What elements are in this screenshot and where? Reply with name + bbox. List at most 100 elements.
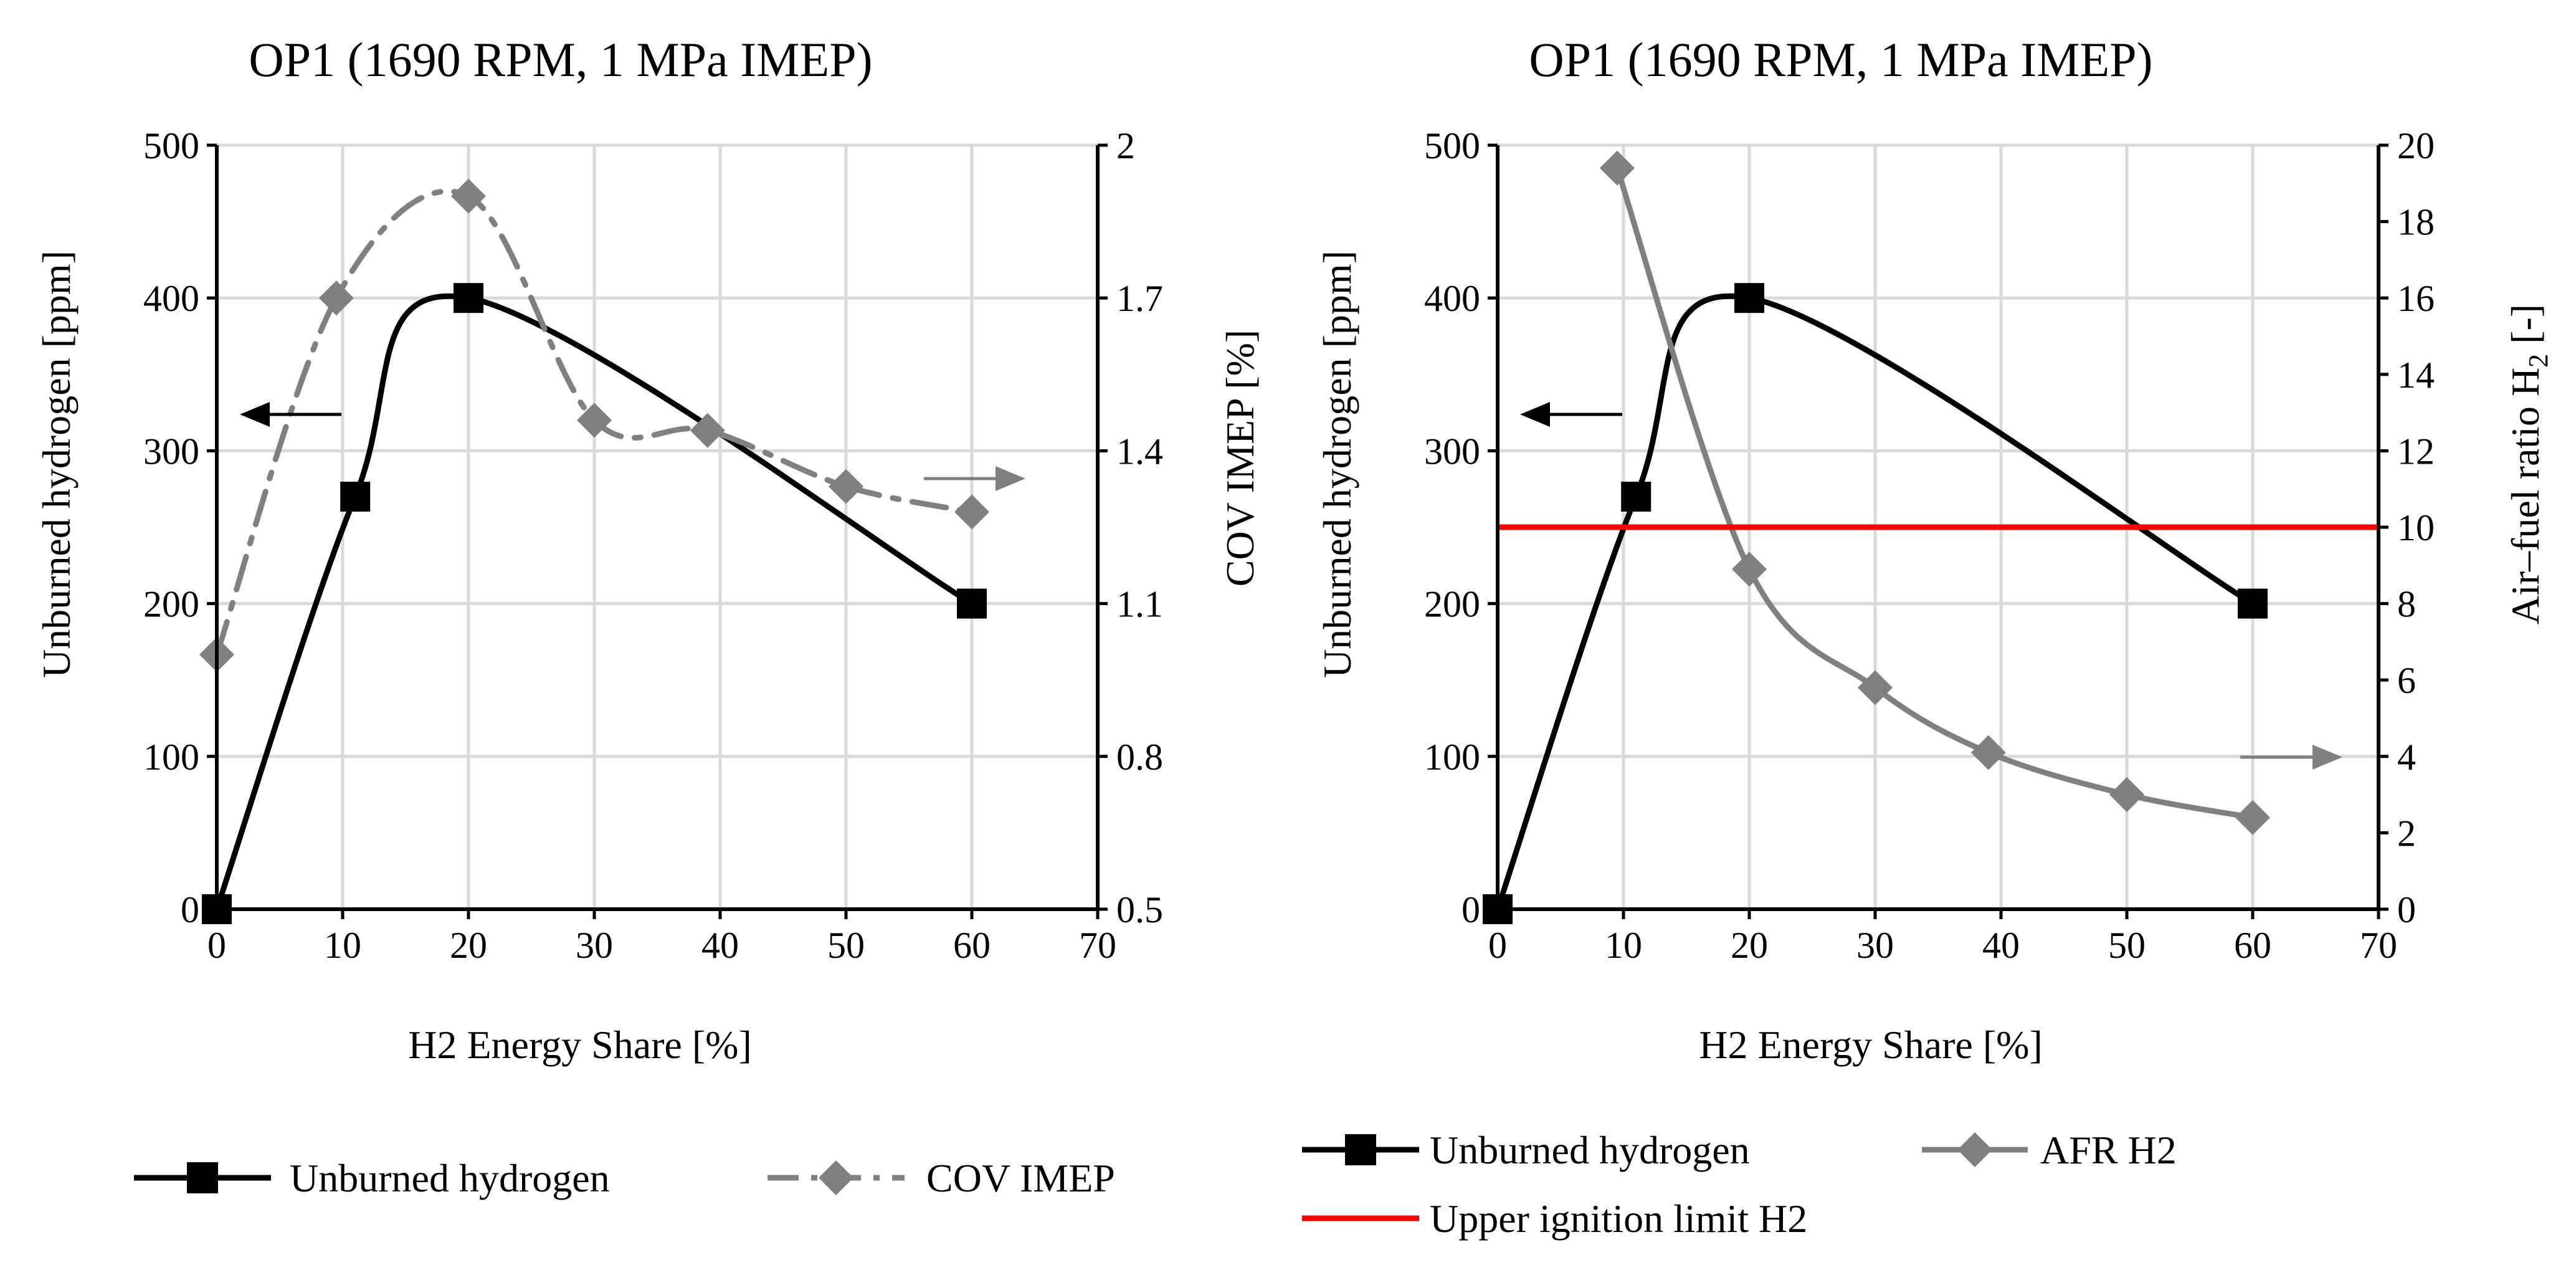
series-line-unburned-hydrogen — [214, 293, 975, 912]
chart-right-series — [1483, 150, 2379, 924]
data-point-afr-h2 — [1970, 735, 2006, 770]
chart-right-y2label: Air–fuel ratio H2 [-] — [2503, 304, 2554, 624]
y2-tick-label: 10 — [2397, 507, 2435, 548]
y2-tick-label: 20 — [2397, 125, 2435, 166]
legend-afr-marker — [1957, 1132, 1992, 1167]
y-tick-label: 300 — [143, 431, 199, 472]
legend-unburned-label: Unburned hydrogen — [1430, 1128, 1750, 1172]
x-tick-label: 40 — [1982, 925, 2020, 966]
x-tick-label: 60 — [953, 925, 991, 966]
data-point-afr-h2 — [2109, 777, 2144, 813]
series-line-cov-imep — [214, 188, 975, 657]
y2-tick-label: 1.1 — [1116, 584, 1163, 625]
y2label-sub: 2 — [2523, 354, 2554, 368]
x-tick-label: 50 — [2108, 925, 2146, 966]
legend-cov-marker — [819, 1160, 853, 1195]
chart-right: OP1 (1690 RPM, 1 MPa IMEP) 0 10 20 30 40 50 60… — [1302, 32, 2554, 1241]
x-tick-label: 0 — [1488, 925, 1507, 966]
chart-left: OP1 (1690 RPM, 1 MPa IMEP) 0 10 20 30 40 50 60… — [34, 32, 1262, 1200]
data-point-cov-imep — [690, 413, 725, 448]
chart-right-xlabel: H2 Energy Share [%] — [1699, 1023, 2043, 1067]
y-tick-label: 100 — [143, 737, 199, 778]
y2-tick-label: 18 — [2397, 202, 2435, 243]
y2-tick-label: 1.7 — [1116, 278, 1163, 319]
x-tick-label: 30 — [1856, 925, 1894, 966]
y-tick-label: 500 — [143, 125, 199, 166]
y-tick-label: 0 — [181, 889, 199, 930]
legend-ignition-label: Upper ignition limit H2 — [1430, 1196, 1807, 1241]
y-tick-label: 400 — [1424, 278, 1480, 319]
data-point-cov-imep — [829, 469, 863, 504]
x-tick-label: 70 — [2360, 925, 2397, 966]
chart-left-xlabel: H2 Energy Share [%] — [408, 1023, 752, 1067]
y-tick-label: 500 — [1424, 125, 1480, 166]
series-line-unburned-hydrogen — [1495, 293, 2256, 912]
legend-unburned-marker — [1345, 1134, 1376, 1165]
x-tick-label: 10 — [324, 925, 361, 966]
y-tick-label: 100 — [1424, 737, 1480, 778]
x-tick-label: 0 — [207, 925, 226, 966]
legend-unburned-marker — [187, 1162, 218, 1193]
y2-tick-label: 2 — [2397, 813, 2416, 854]
data-point-cov-imep — [954, 494, 989, 530]
data-point-unburned-hydrogen — [957, 588, 987, 619]
y-tick-label: 200 — [143, 584, 199, 625]
legend-cov-label: COV IMEP — [926, 1156, 1115, 1200]
x-tick-label: 60 — [2234, 925, 2271, 966]
chart-right-title: OP1 (1690 RPM, 1 MPa IMEP) — [1529, 32, 2152, 87]
chart-left-frame — [215, 145, 1100, 911]
data-point-afr-h2 — [2235, 800, 2270, 835]
chart-right-legend: Unburned hydrogen AFR H2 Upper ignition … — [1302, 1128, 2177, 1241]
x-tick-label: 70 — [1079, 925, 1116, 966]
chart-left-ylabel: Unburned hydrogen [ppm] — [34, 251, 78, 678]
data-point-cov-imep — [451, 178, 486, 214]
data-point-unburned-hydrogen — [340, 481, 371, 512]
y-tick-label: 400 — [143, 278, 199, 319]
chart-right-ticks: 0 10 20 30 40 50 60 700100200300400500024681012… — [1424, 125, 2435, 966]
chart-right-axis-arrows — [1520, 402, 2342, 770]
x-tick-label: 20 — [450, 925, 487, 966]
left-axis-arrow-head — [1520, 402, 1550, 427]
series-line-afr-h2 — [1614, 165, 2256, 821]
legend-unburned-label: Unburned hydrogen — [290, 1156, 610, 1200]
data-point-cov-imep — [577, 403, 612, 438]
y2-tick-label: 14 — [2397, 355, 2435, 396]
right-axis-arrow-head — [2312, 745, 2342, 770]
legend-afr-label: AFR H2 — [2040, 1128, 2177, 1172]
y2-tick-label: 12 — [2397, 431, 2435, 472]
y2label-tail: [-] — [2503, 304, 2547, 354]
chart-left-grid — [215, 143, 1100, 911]
data-point-unburned-hydrogen — [454, 283, 483, 313]
right-axis-arrow-head — [996, 466, 1025, 491]
x-tick-label: 40 — [701, 925, 739, 966]
y2-tick-label: 0.8 — [1116, 737, 1163, 778]
chart-left-title: OP1 (1690 RPM, 1 MPa IMEP) — [249, 32, 872, 87]
y2-tick-label: 1.4 — [1116, 431, 1163, 472]
chart-left-axis-arrows — [240, 402, 1025, 491]
y-tick-label: 300 — [1424, 431, 1480, 472]
data-point-unburned-hydrogen — [1621, 481, 1652, 512]
chart-left-ticks: 0 10 20 30 40 50 60 70 0 100 200 300 400 500 0.5 0.8 1.1… — [143, 125, 1163, 966]
data-point-afr-h2 — [1858, 670, 1893, 705]
y2-tick-label: 16 — [2397, 278, 2435, 319]
y-tick-label: 200 — [1424, 584, 1480, 625]
y2-tick-label: 0.5 — [1116, 889, 1163, 930]
chart-left-y2label: COV IMEP [%] — [1218, 330, 1262, 586]
x-tick-label: 20 — [1731, 925, 1768, 966]
y2-tick-label: 4 — [2397, 737, 2416, 778]
data-point-afr-h2 — [1599, 150, 1635, 186]
y-tick-label: 0 — [1461, 889, 1480, 930]
left-axis-arrow-head — [240, 402, 270, 427]
y2label-main: Air–fuel ratio H — [2503, 368, 2547, 624]
chart-right-ylabel: Unburned hydrogen [ppm] — [1315, 251, 1359, 678]
chart-left-series — [199, 178, 989, 924]
chart-left-legend: Unburned hydrogen COV IMEP — [134, 1156, 1115, 1200]
x-tick-label: 50 — [827, 925, 865, 966]
x-tick-label: 10 — [1605, 925, 1642, 966]
data-point-unburned-hydrogen — [2238, 588, 2268, 619]
y2-tick-label: 2 — [1116, 125, 1135, 166]
data-point-afr-h2 — [1732, 552, 1767, 587]
data-point-unburned-hydrogen — [1734, 283, 1764, 313]
